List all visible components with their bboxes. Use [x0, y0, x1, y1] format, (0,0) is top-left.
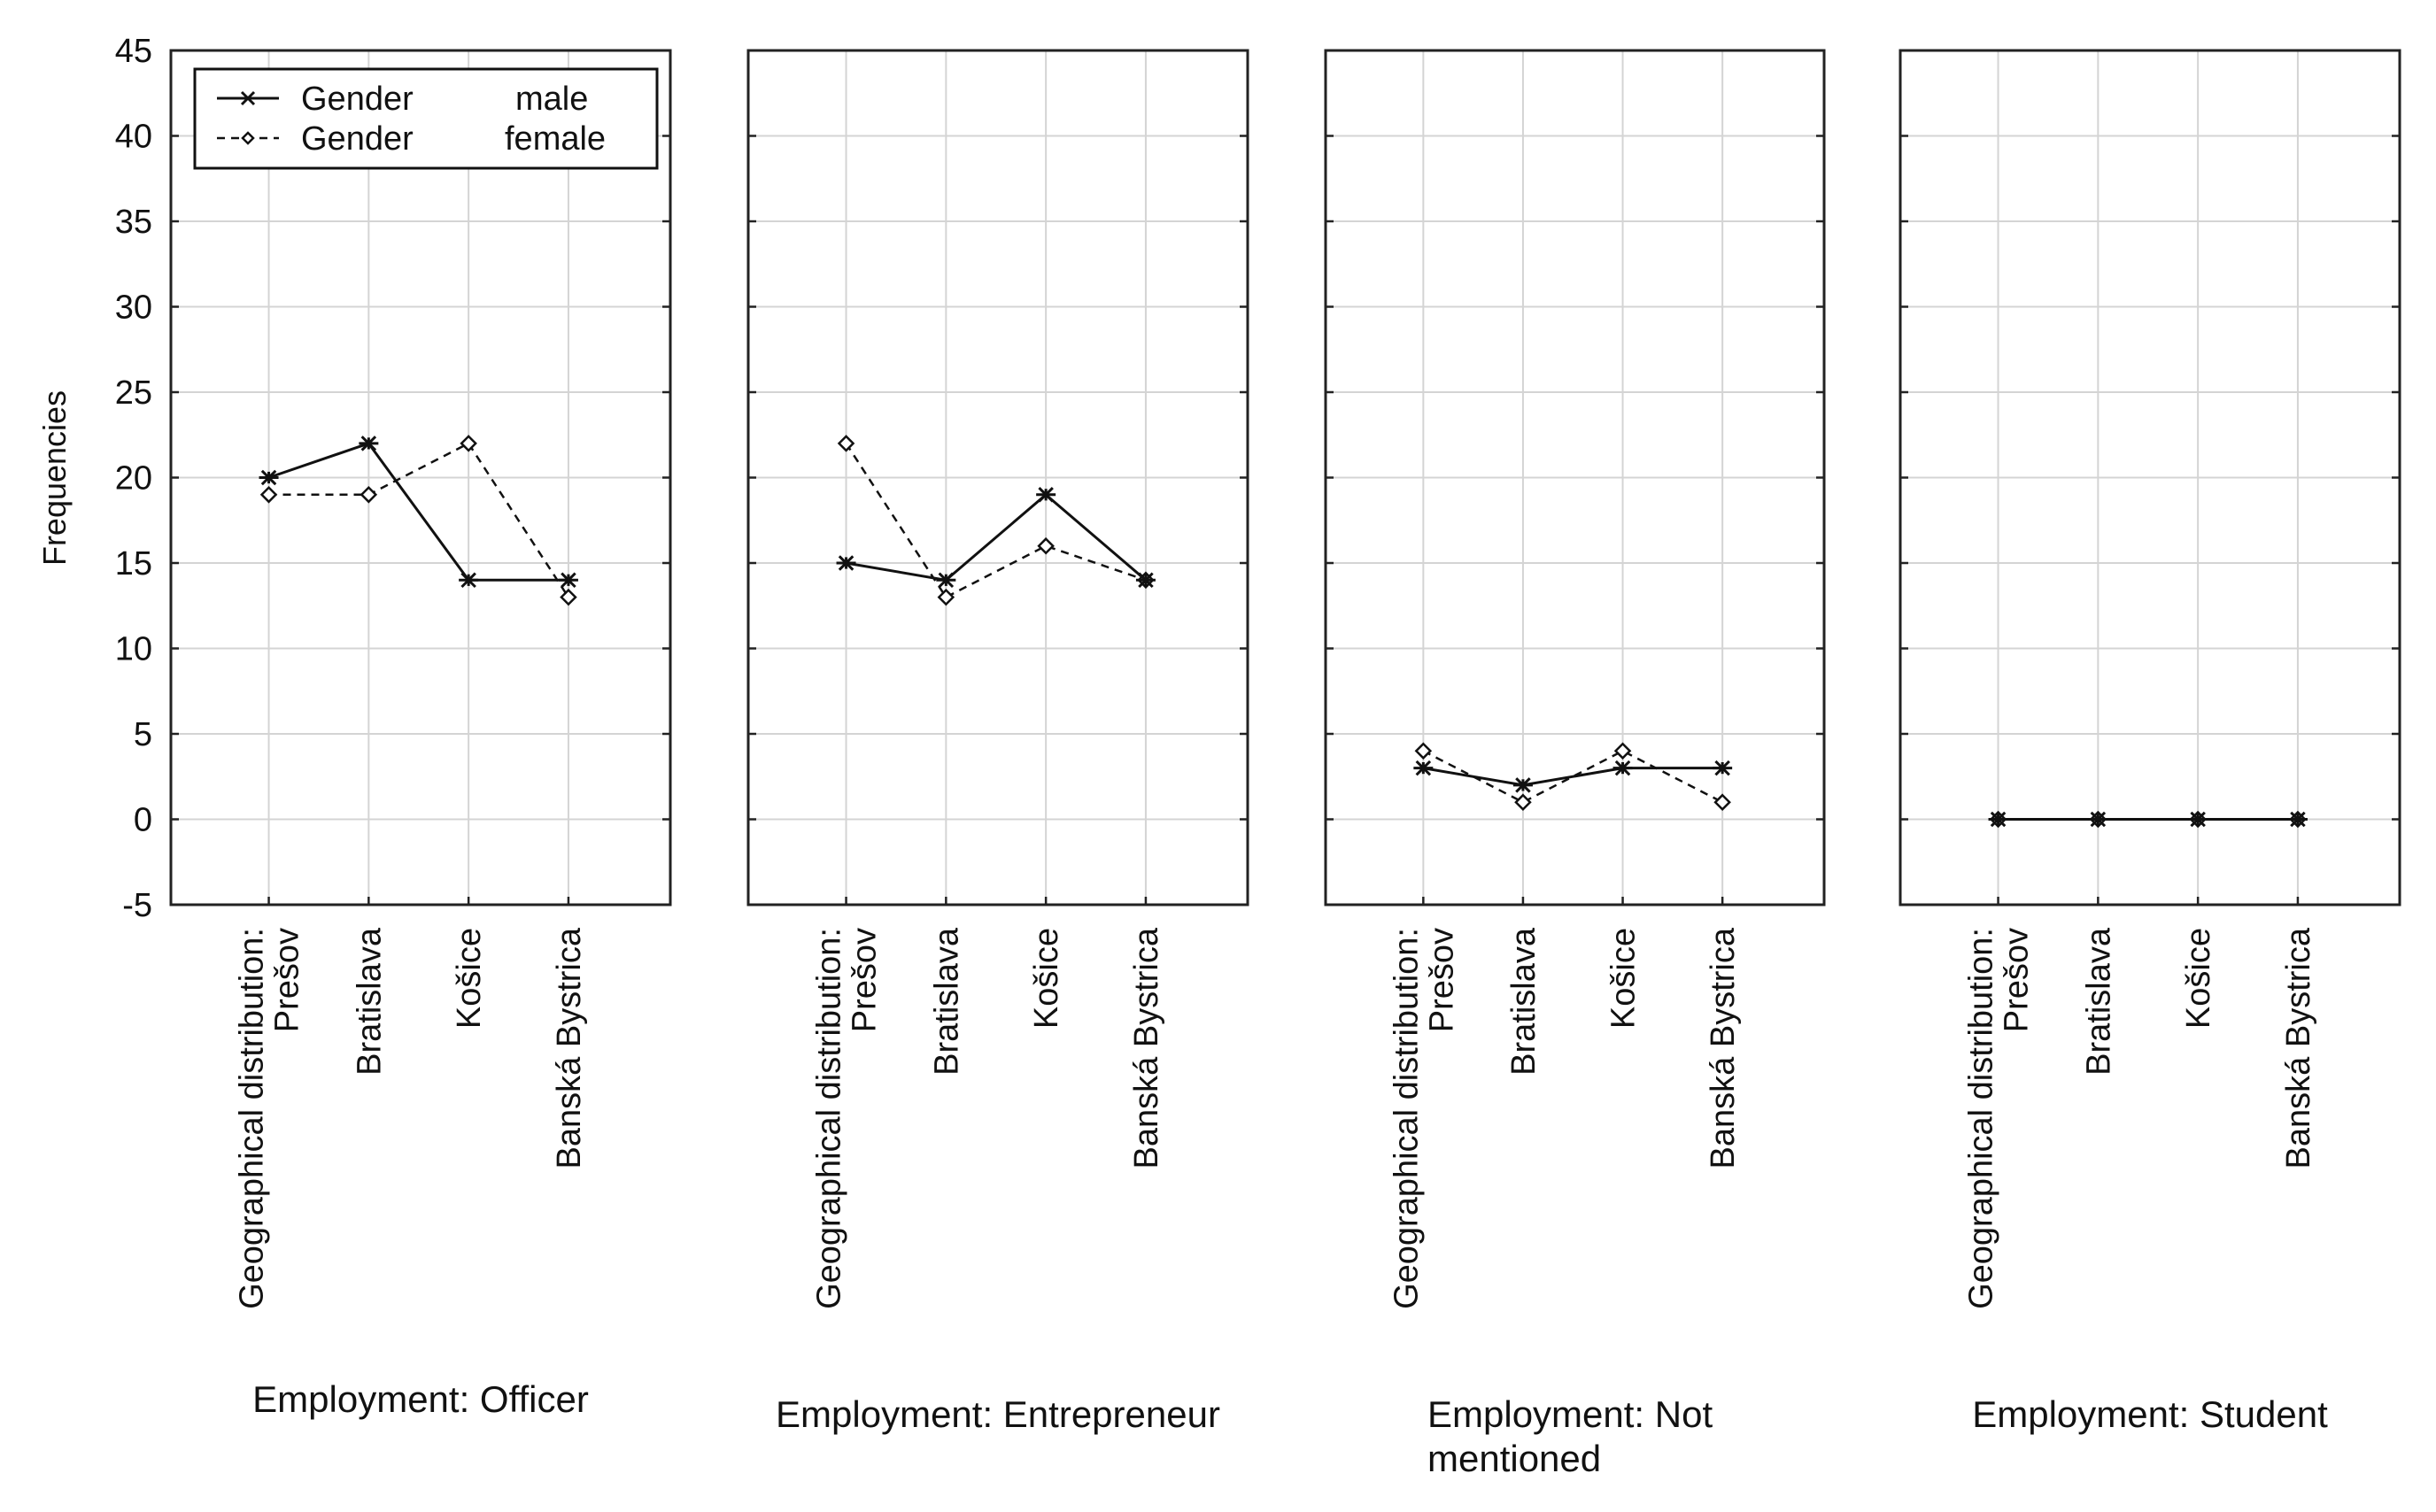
data-point-female — [460, 435, 477, 452]
data-point-male — [259, 469, 279, 486]
series-line-female — [845, 443, 1147, 599]
data-point-female — [1713, 793, 1731, 811]
x-tick-label: Geographical distribution:Prešov — [234, 928, 306, 1309]
data-point-female — [1613, 742, 1632, 760]
data-point-male — [2188, 811, 2208, 828]
data-point-female — [259, 486, 278, 504]
series-line-male — [268, 442, 568, 582]
legend-value: female — [505, 120, 606, 158]
y-tick-label: 5 — [134, 716, 152, 753]
x-tick-label: Geographical distribution:Prešov — [1963, 928, 2036, 1309]
series-line-male — [846, 492, 1147, 582]
y-tick-label: 25 — [115, 374, 152, 412]
y-tick-label: -5 — [122, 887, 152, 924]
data-point-male — [1135, 572, 1156, 589]
x-tick-label: Košice — [1028, 928, 1065, 1029]
y-tick-label: 15 — [115, 545, 152, 582]
data-point-male — [1036, 487, 1056, 503]
panel-title: Employment: Student — [1972, 1393, 2328, 1435]
panel-title: Employment: Officer — [252, 1378, 589, 1420]
x-tick-label: Bratislava — [2080, 927, 2117, 1076]
data-point-male — [459, 572, 479, 589]
data-point-male — [1988, 811, 2008, 828]
data-point-male — [2088, 811, 2108, 828]
data-point-male — [359, 436, 379, 451]
data-point-male — [1512, 777, 1533, 793]
y-tick-label: 0 — [134, 802, 152, 839]
data-point-male — [558, 572, 578, 589]
y-tick-label: 10 — [115, 631, 152, 668]
legend-value: male — [515, 81, 588, 118]
data-point-female — [560, 588, 577, 606]
series-line-female — [268, 442, 569, 598]
data-point-male — [936, 572, 956, 589]
panel-3: Geographical distribution:Prešov Bratisla… — [1324, 49, 1826, 1479]
data-point-female — [837, 435, 855, 452]
x-tick-label: Geographical distribution:Prešov — [811, 928, 884, 1309]
panel-title: Employment: Entrepreneur — [776, 1393, 1220, 1435]
x-tick-label: Banská Bystrica — [2280, 927, 2317, 1169]
data-point-female — [1037, 536, 1055, 555]
data-point-female — [1414, 742, 1433, 760]
x-tick-label: Banská Bystrica — [551, 927, 588, 1169]
data-point-female — [360, 486, 378, 504]
x-tick-label: Košice — [451, 928, 488, 1029]
data-point-male — [1612, 760, 1633, 776]
x-tick-label: Geographical distribution:Prešov — [1388, 928, 1460, 1309]
data-point-male — [1713, 760, 1733, 776]
x-tick-label: Bratislava — [928, 927, 965, 1076]
y-axis-label: Frequencies — [36, 390, 73, 566]
data-point-male — [2287, 811, 2308, 828]
data-point-male — [1413, 760, 1434, 776]
data-point-female — [937, 588, 955, 606]
legend-label: Gender — [301, 120, 414, 158]
legend-box — [193, 67, 659, 170]
legend: Gender male Gender female — [193, 67, 659, 170]
x-tick-label: Banská Bystrica — [1128, 927, 1165, 1169]
y-tick-label: 30 — [115, 289, 152, 327]
x-tick-label: Košice — [2180, 928, 2217, 1029]
legend-label: Gender — [301, 81, 414, 118]
legend-marker-female — [241, 131, 255, 145]
y-tick-label: 40 — [115, 119, 152, 156]
panel-2: Geographical distribution:Prešov Bratisla… — [746, 49, 1249, 1435]
y-tick-label: 45 — [115, 33, 152, 70]
legend-marker-male — [240, 90, 256, 106]
data-point-male — [836, 555, 856, 571]
y-tick-label: 20 — [115, 460, 152, 498]
x-tick-label: Banská Bystrica — [1705, 927, 1742, 1169]
panel-4: Geographical distribution:Prešov Bratisla… — [1899, 49, 2401, 1435]
y-tick-label: 35 — [115, 204, 152, 241]
panel-1: Geographical distribution:Prešov Bratisla… — [169, 49, 672, 1420]
x-tick-label: Košice — [1605, 928, 1643, 1029]
x-tick-label: Bratislava — [1505, 927, 1543, 1076]
x-tick-label: Bratislava — [351, 927, 388, 1076]
panel-title: Employment: Not mentioned — [1427, 1393, 1713, 1479]
series-line-male — [1423, 767, 1723, 787]
data-point-female — [1514, 793, 1532, 811]
